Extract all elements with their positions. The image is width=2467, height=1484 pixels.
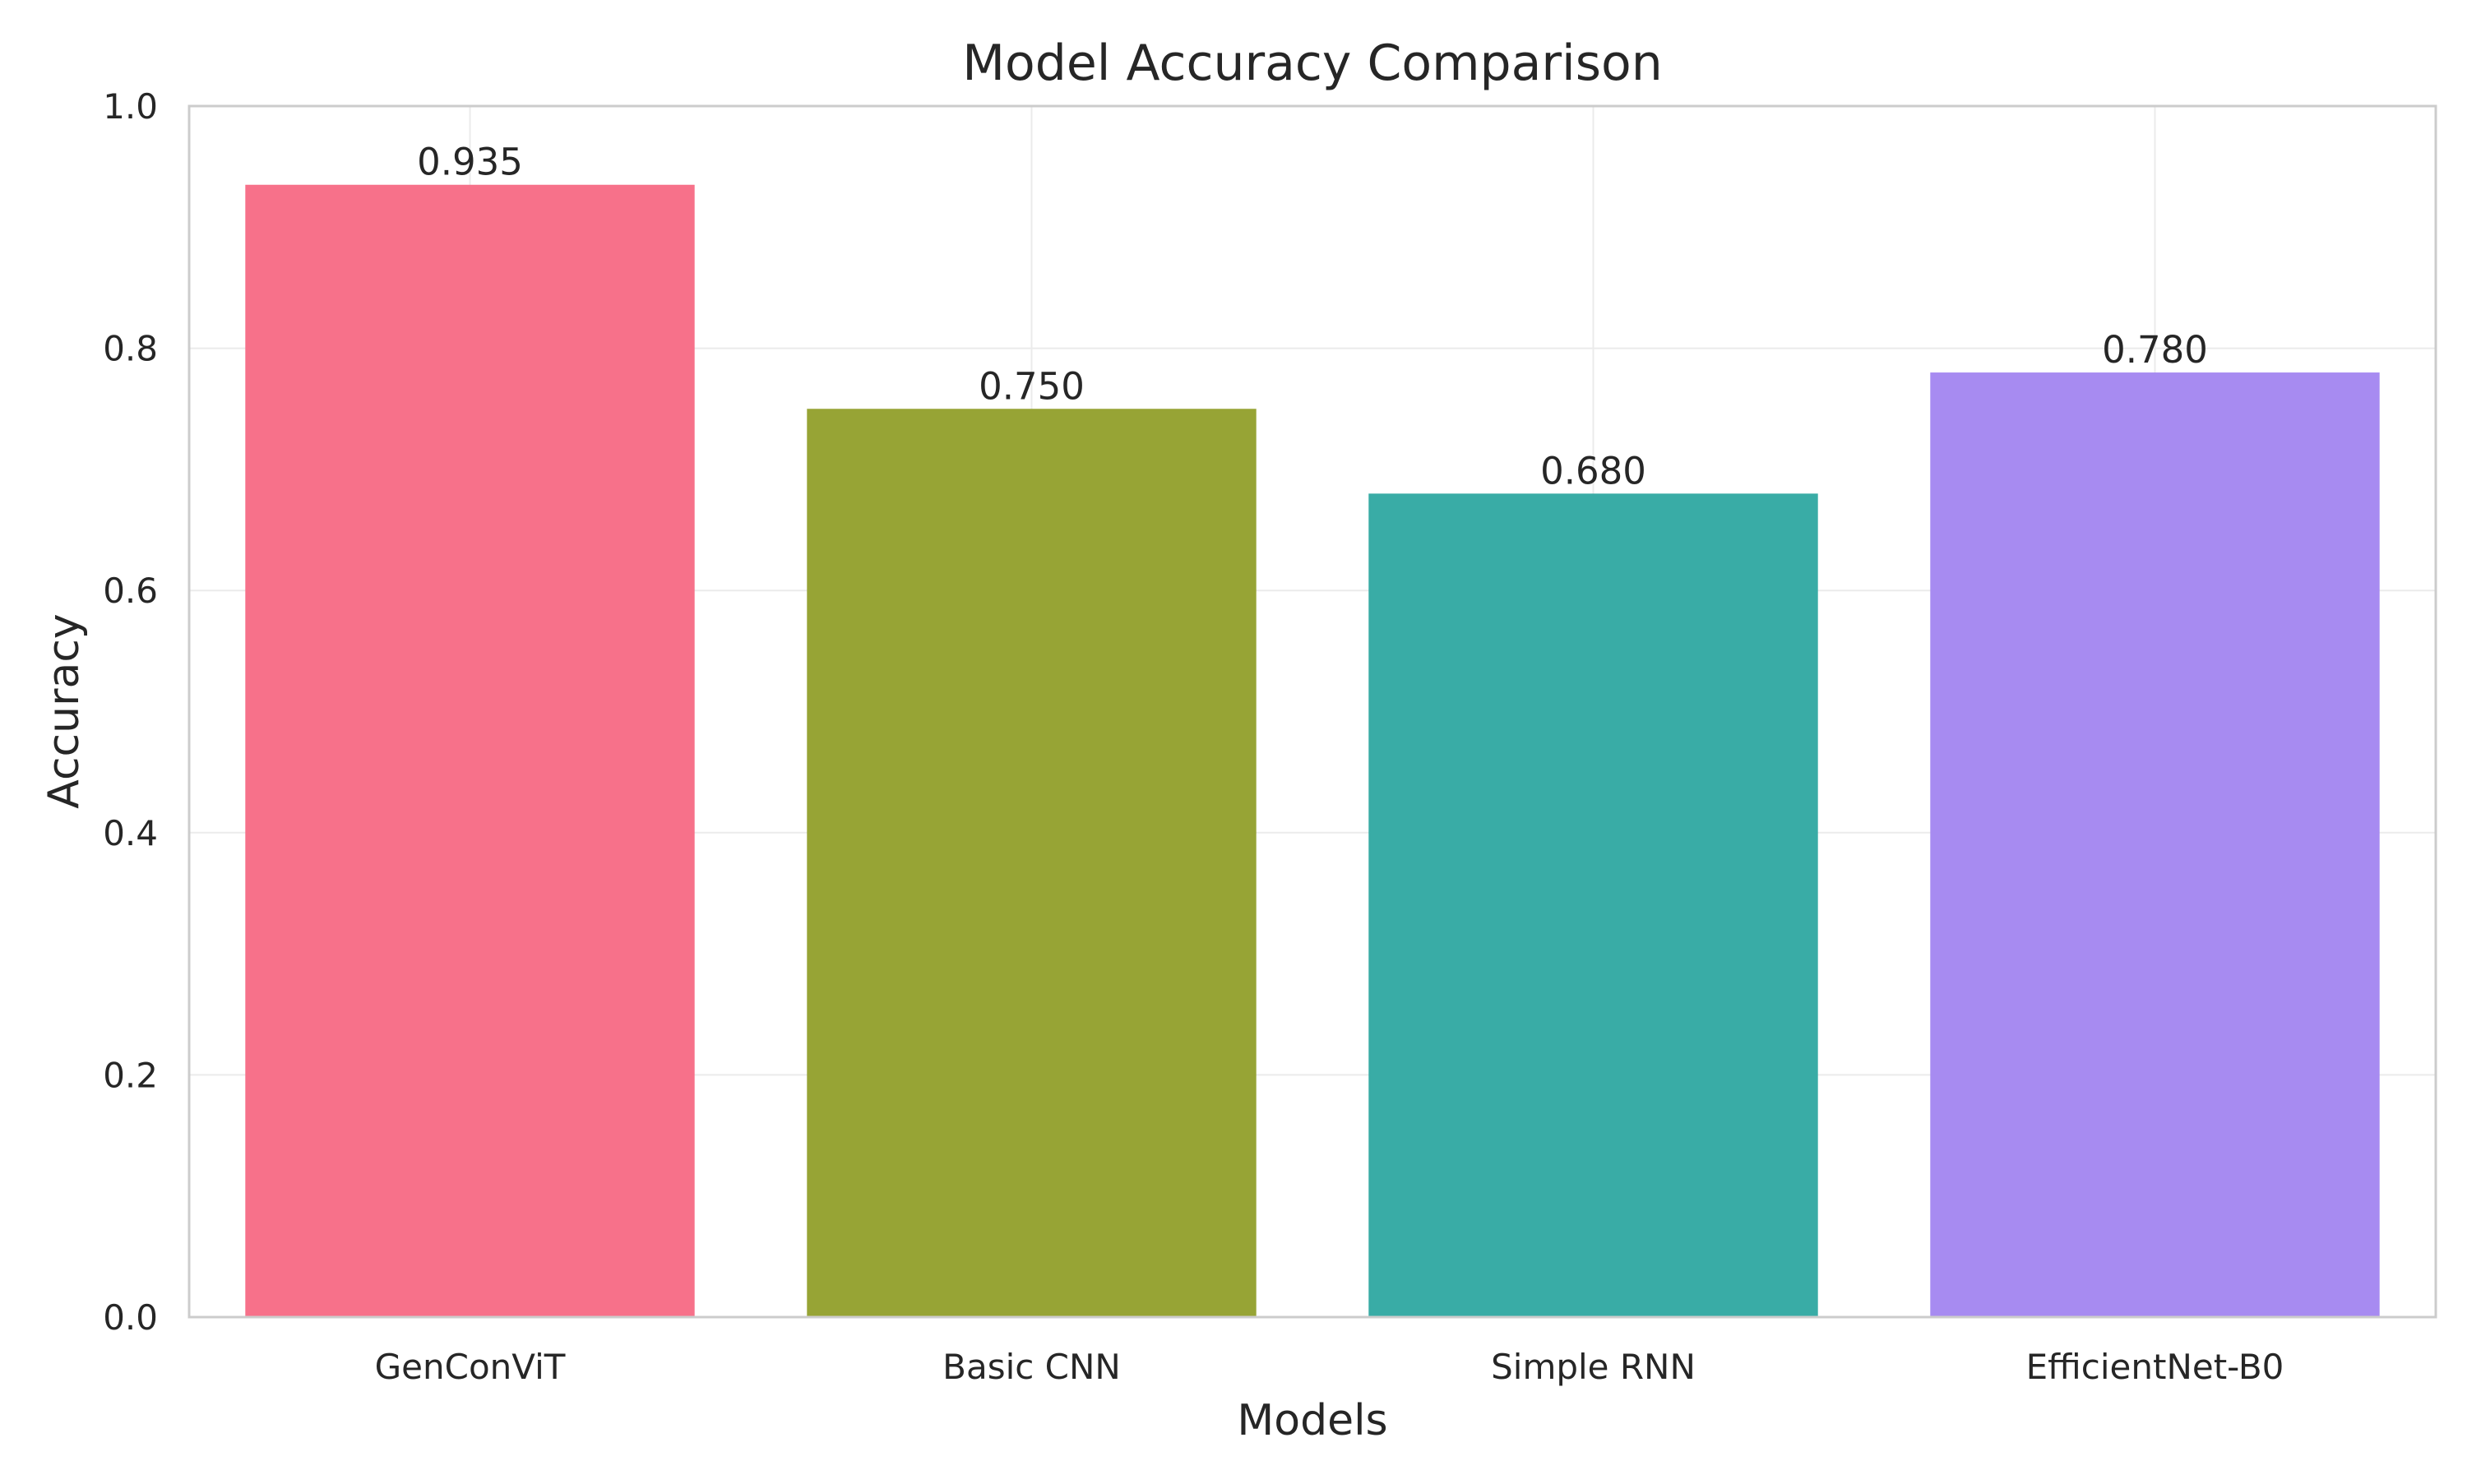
- y-tick-label: 0.4: [103, 813, 158, 853]
- x-tick-label: EfficientNet-B0: [2026, 1347, 2284, 1387]
- x-tick-label: Simple RNN: [1491, 1347, 1696, 1387]
- y-tick-label: 1.0: [103, 86, 158, 127]
- y-tick-label: 0.8: [103, 329, 158, 369]
- bar: [1368, 493, 1818, 1317]
- bar: [245, 184, 695, 1317]
- y-tick-label: 0.2: [103, 1055, 158, 1095]
- bar: [807, 409, 1257, 1317]
- chart-title: Model Accuracy Comparison: [962, 35, 1662, 92]
- y-axis-label: Accuracy: [39, 613, 89, 808]
- x-tick-labels: GenConViT Basic CNN Simple RNN EfficientNet…: [375, 1347, 2284, 1387]
- plot-frame: [187, 104, 2437, 1319]
- x-axis-label: Models: [1237, 1396, 1387, 1445]
- x-tick-label: GenConViT: [375, 1347, 566, 1387]
- bar-value-label: 0.780: [2102, 328, 2208, 372]
- bar-value-label: 0.680: [1540, 449, 1646, 492]
- bar: [1930, 372, 2380, 1317]
- bar-value-label: 0.935: [417, 141, 523, 184]
- x-tick-label: Basic CNN: [942, 1347, 1121, 1387]
- value-labels: 0.935 0.750 0.680 0.780: [417, 141, 2208, 493]
- bars: [245, 184, 2380, 1317]
- y-tick-labels: 0.0 0.2 0.4 0.6 0.8 1.0: [103, 86, 158, 1338]
- y-tick-label: 0.0: [103, 1297, 158, 1338]
- bar-value-label: 0.750: [979, 364, 1085, 408]
- y-tick-label: 0.6: [103, 571, 158, 611]
